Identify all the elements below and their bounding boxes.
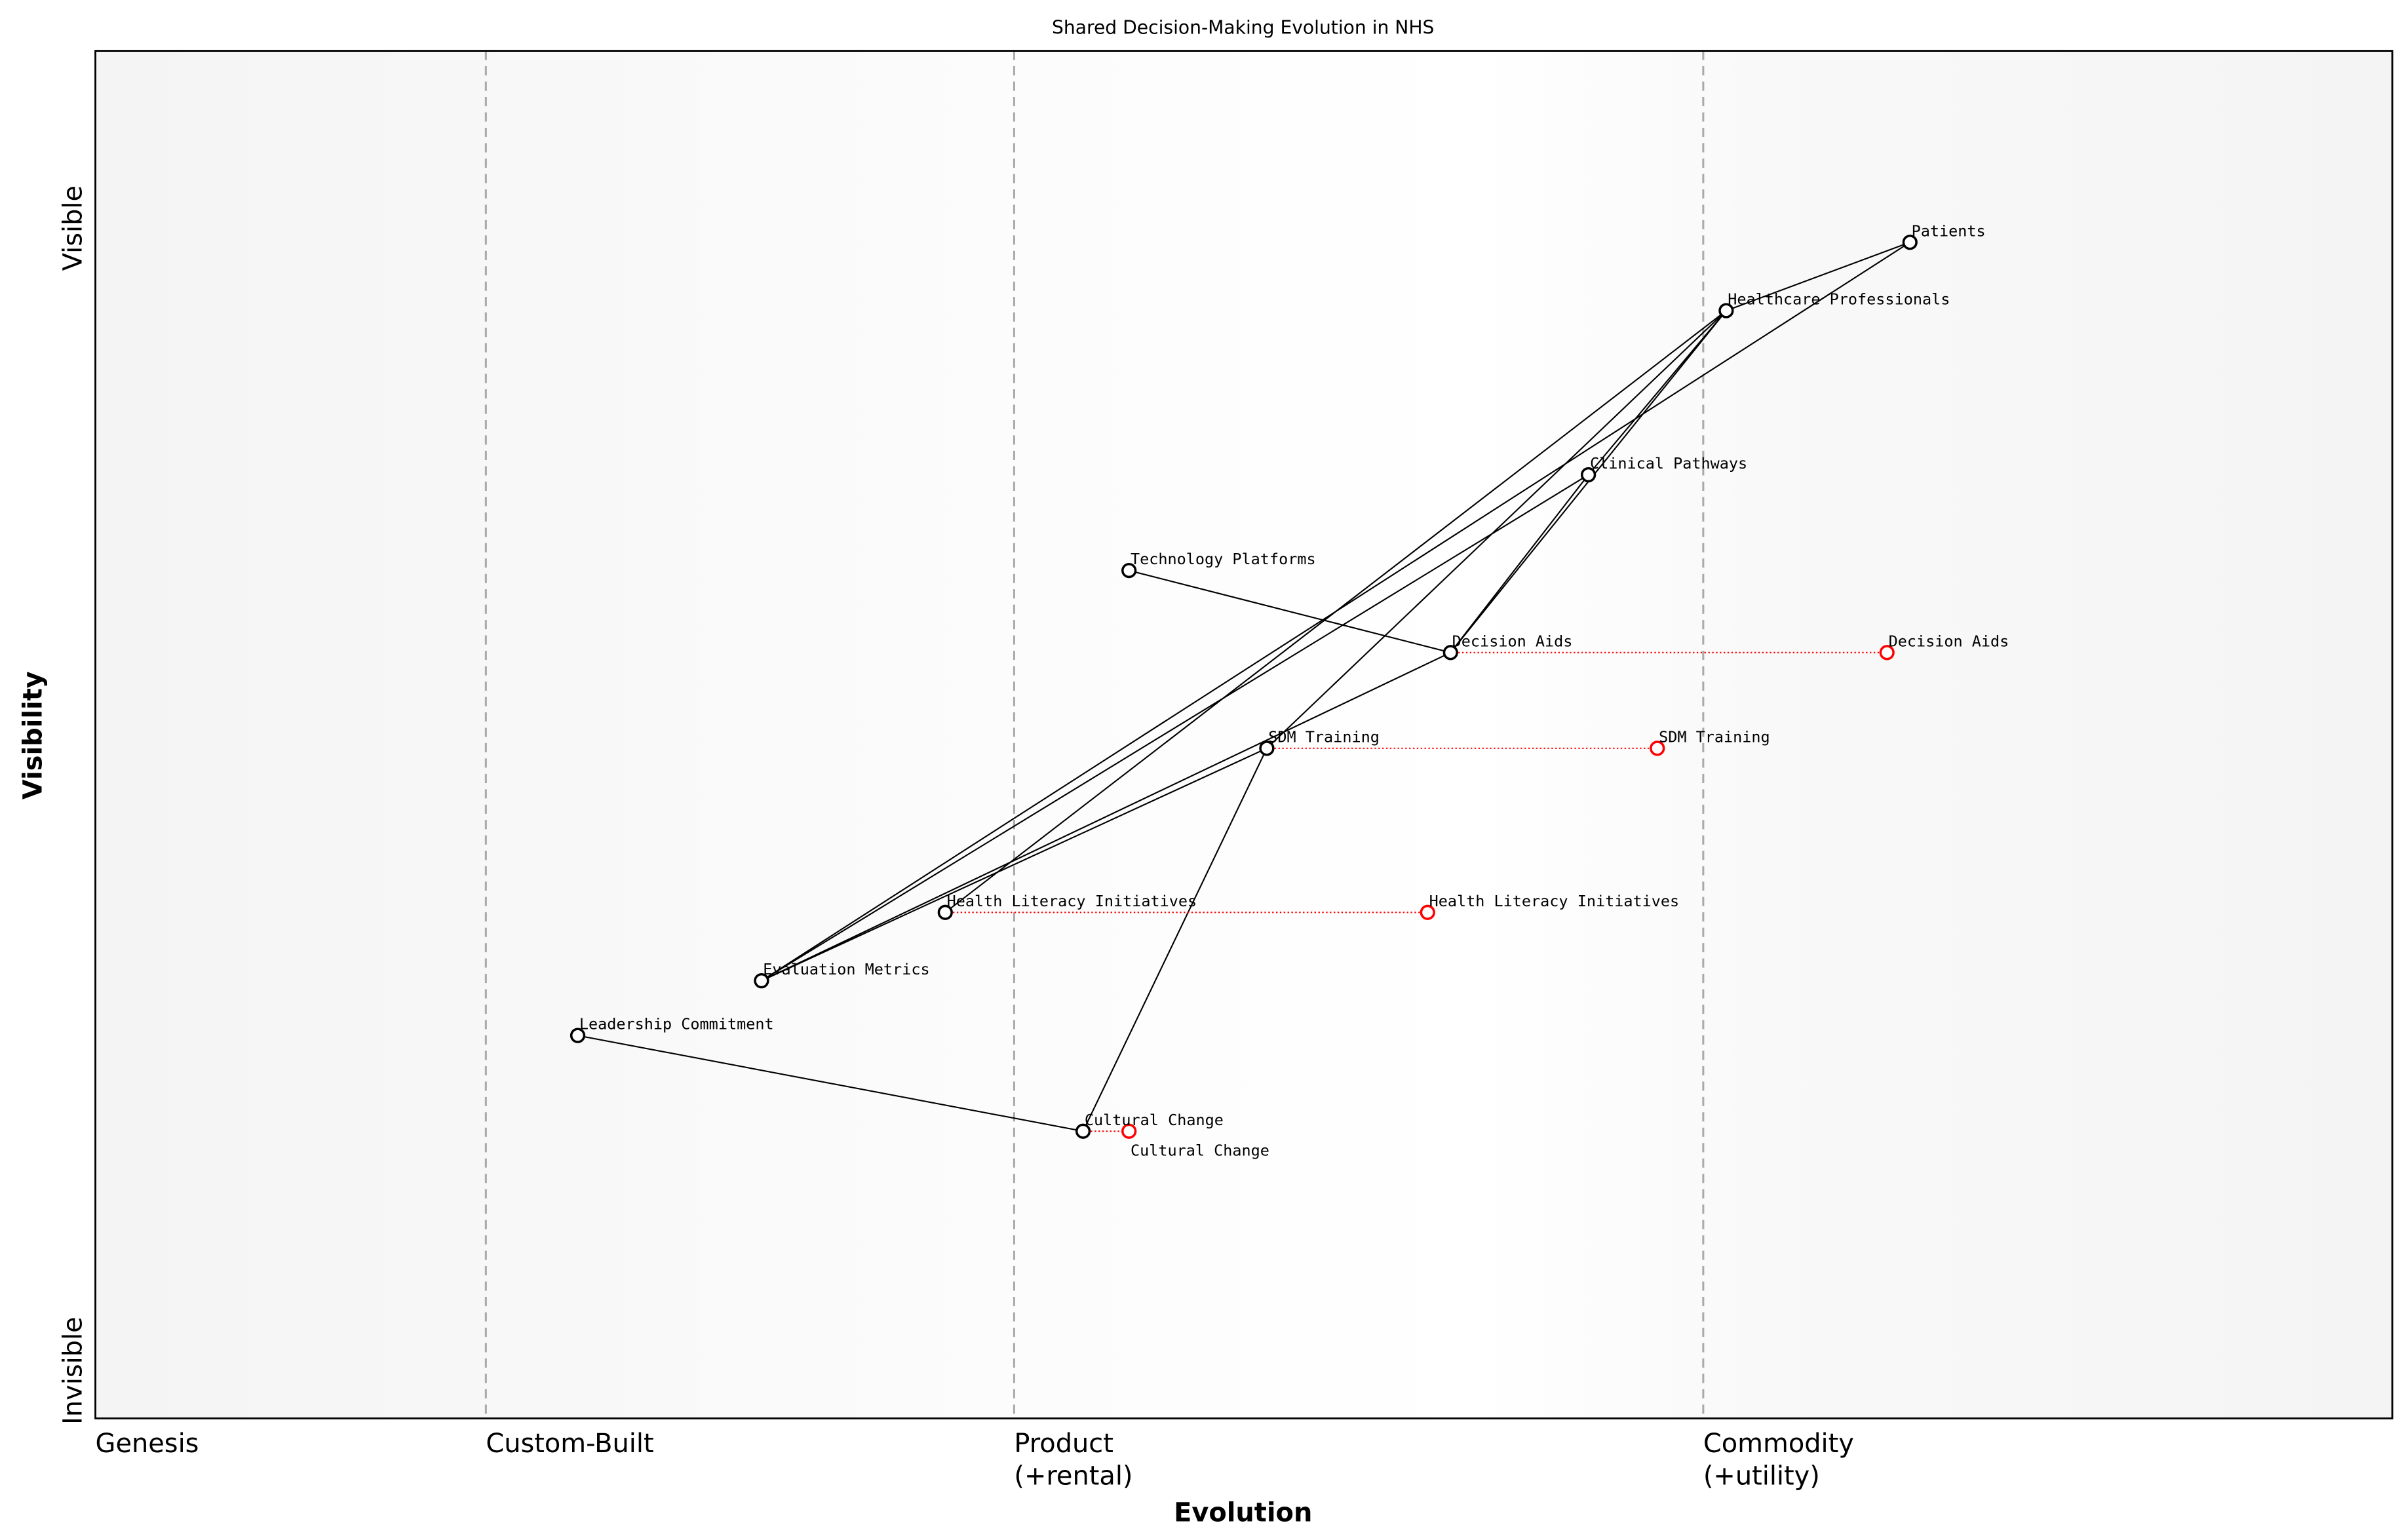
link-healthcare-professionals-to-clinical-pathways: [1587, 310, 1727, 476]
y-tick-invisible: Invisible: [58, 1317, 88, 1425]
component-label-patients: Patients: [1912, 221, 1986, 240]
chart-title: Shared Decision-Making Evolution in NHS: [1052, 17, 1434, 39]
x-tick-product-line1: Product: [1014, 1429, 1113, 1459]
component-label-leadership-commitment: Leadership Commitment: [579, 1015, 774, 1033]
component-label-clinical-pathways: Clinical Pathways: [1590, 454, 1747, 472]
component-leadership-commitment[interactable]: [570, 1028, 586, 1043]
component-label-evaluation-metrics: Evaluation Metrics: [763, 960, 929, 978]
x-axis-label: Evolution: [1174, 1498, 1312, 1528]
link-technology-platforms-to-decision-aids: [1129, 569, 1451, 653]
y-tick-visible: Visible: [58, 185, 88, 271]
plot-frame: [94, 50, 2393, 1419]
link-decision-aids-to-evaluation-metrics: [761, 651, 1451, 982]
evolved-component-health-literacy-initiatives[interactable]: [1420, 904, 1435, 920]
link-clinical-pathways-to-decision-aids: [1450, 474, 1589, 653]
evolved-label-decision-aids: Decision Aids: [1889, 632, 2009, 650]
x-tick-genesis: Genesis: [96, 1429, 199, 1459]
evolved-component-cultural-change[interactable]: [1121, 1123, 1137, 1139]
component-health-literacy-initiatives[interactable]: [937, 904, 953, 920]
link-leadership-commitment-to-cultural-change: [577, 1035, 1083, 1132]
component-cultural-change[interactable]: [1075, 1123, 1091, 1139]
component-label-decision-aids: Decision Aids: [1452, 632, 1573, 650]
evolved-label-sdm-training: SDM Training: [1659, 727, 1770, 746]
link-sdm-training-to-evaluation-metrics: [761, 747, 1268, 982]
component-technology-platforms[interactable]: [1121, 562, 1137, 579]
link-healthcare-professionals-to-health-literacy-initiatives: [944, 310, 1727, 914]
component-label-cultural-change: Cultural Change: [1085, 1111, 1224, 1129]
component-label-technology-platforms: Technology Platforms: [1131, 550, 1316, 568]
evolved-label-cultural-change: Cultural Change: [1131, 1142, 1269, 1160]
component-healthcare-professionals[interactable]: [1718, 303, 1734, 318]
component-evaluation-metrics[interactable]: [754, 973, 769, 989]
component-label-health-literacy-initiatives: Health Literacy Initiatives: [947, 892, 1197, 910]
evolved-component-sdm-training[interactable]: [1650, 741, 1665, 756]
component-clinical-pathways[interactable]: [1580, 467, 1597, 483]
link-healthcare-professionals-to-sdm-training: [1266, 310, 1727, 749]
component-patients[interactable]: [1902, 235, 1918, 250]
x-tick-commodity-line1: Commodity: [1703, 1429, 1854, 1459]
component-decision-aids[interactable]: [1442, 645, 1458, 661]
x-tick-custom-built: Custom-Built: [486, 1429, 653, 1459]
x-tick-product-line2: (+rental): [1014, 1461, 1132, 1491]
evolved-component-decision-aids[interactable]: [1879, 645, 1895, 661]
link-patients-to-healthcare-professionals: [1726, 241, 1910, 312]
component-label-healthcare-professionals: Healthcare Professionals: [1728, 290, 1950, 309]
x-tick-commodity-line2: (+utility): [1703, 1461, 1820, 1491]
plot-background: [95, 50, 2393, 1419]
y-axis-label: Visibility: [18, 671, 48, 799]
component-sdm-training[interactable]: [1259, 741, 1275, 756]
link-clinical-pathways-to-evaluation-metrics: [761, 474, 1589, 982]
evolved-label-health-literacy-initiatives: Health Literacy Initiatives: [1429, 892, 1680, 910]
component-label-sdm-training: SDM Training: [1268, 727, 1380, 746]
link-sdm-training-to-cultural-change: [1082, 748, 1268, 1132]
